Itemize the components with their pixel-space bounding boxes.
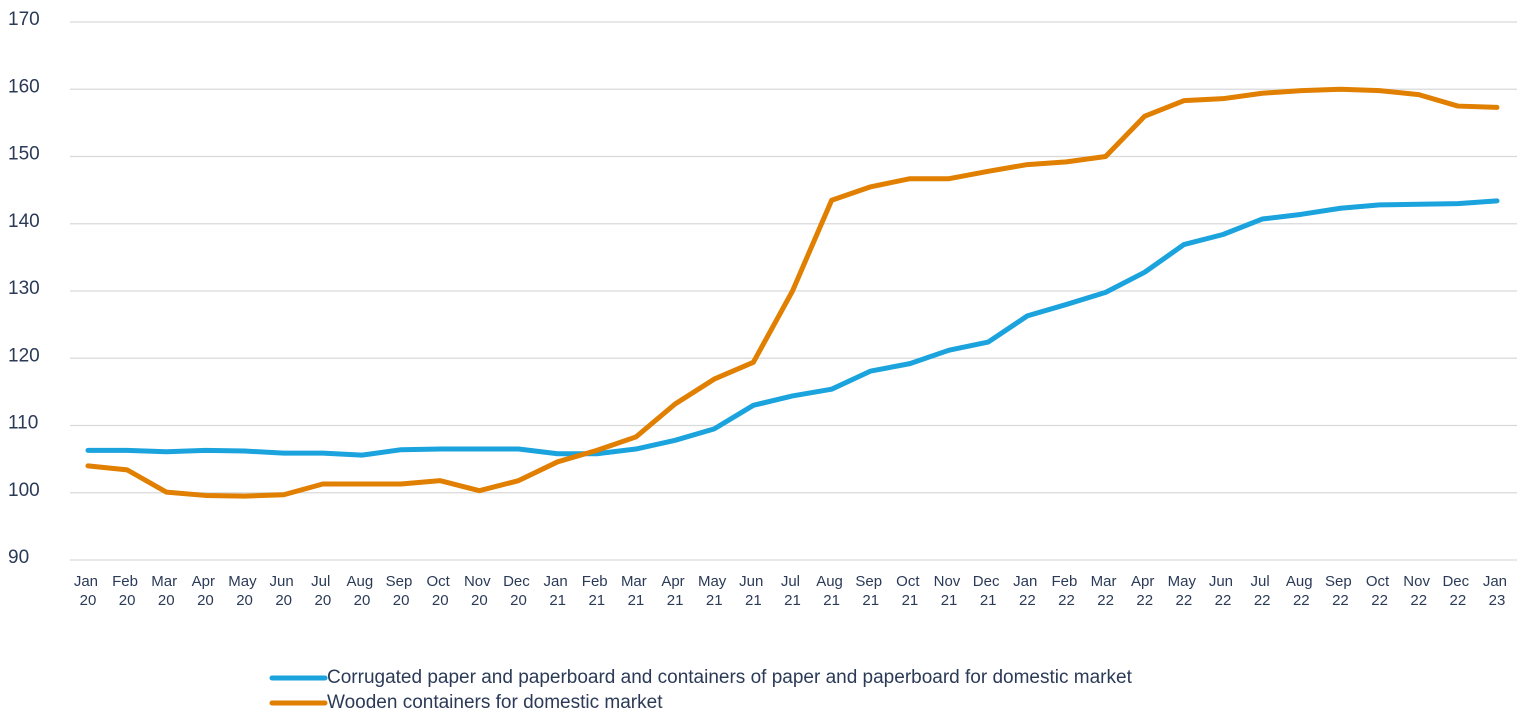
x-tick-label: Jun 20 <box>270 573 298 609</box>
y-tick-label: 140 <box>8 211 40 232</box>
x-tick-label: Dec 22 <box>1442 573 1473 609</box>
x-tick-label: Jun 22 <box>1209 573 1237 609</box>
x-tick-label: Aug 21 <box>816 573 847 609</box>
legend-label: Wooden containers for domestic market <box>327 692 663 713</box>
y-tick-label: 130 <box>8 278 40 299</box>
y-tick-label: 100 <box>8 480 40 501</box>
x-tick-label: Jan 22 <box>1013 573 1041 609</box>
x-tick-label: Nov 20 <box>464 573 495 609</box>
x-tick-label: Feb 21 <box>582 573 612 609</box>
x-tick-label: Apr 22 <box>1131 573 1159 609</box>
x-tick-label: Jun 21 <box>739 573 767 609</box>
x-tick-label: Nov 22 <box>1403 573 1434 609</box>
x-tick-label: Jul 20 <box>311 573 334 609</box>
x-tick-label: Mar 21 <box>621 573 651 609</box>
x-tick-label: Mar 22 <box>1091 573 1121 609</box>
y-tick-label: 160 <box>8 76 40 97</box>
x-tick-label: Jan 20 <box>74 573 102 609</box>
x-tick-label: Jul 22 <box>1250 573 1273 609</box>
x-tick-label: Sep 22 <box>1325 573 1356 609</box>
x-tick-label: Aug 20 <box>347 573 378 609</box>
x-tick-label: Feb 22 <box>1051 573 1081 609</box>
x-tick-label: Oct 21 <box>896 573 924 609</box>
x-tick-label: Dec 21 <box>973 573 1004 609</box>
y-tick-label: 120 <box>8 345 40 366</box>
y-tick-label: 90 <box>8 547 29 568</box>
x-tick-label: Jan 21 <box>543 573 571 609</box>
legend-label: Corrugated paper and paperboard and cont… <box>327 667 1133 688</box>
x-tick-label: Oct 22 <box>1366 573 1394 609</box>
series-line <box>85 86 1500 499</box>
x-tick-label: Apr 21 <box>661 573 689 609</box>
y-tick-label: 110 <box>8 413 38 434</box>
x-tick-label: Mar 20 <box>151 573 181 609</box>
x-tick-label: Oct 20 <box>426 573 454 609</box>
x-tick-label: Jul 21 <box>781 573 804 609</box>
x-tick-label: May 21 <box>698 573 731 609</box>
x-tick-label: Apr 20 <box>192 573 220 609</box>
x-tick-label: Aug 22 <box>1286 573 1317 609</box>
x-tick-label: Jan 23 <box>1483 573 1511 609</box>
x-tick-label: May 20 <box>228 573 261 609</box>
series-line <box>85 198 1500 458</box>
x-tick-label: Nov 21 <box>934 573 965 609</box>
x-tick-label: Sep 21 <box>855 573 886 609</box>
x-tick-label: Feb 20 <box>112 573 142 609</box>
x-tick-label: May 22 <box>1168 573 1201 609</box>
y-tick-label: 170 <box>8 9 40 30</box>
y-tick-label: 150 <box>8 144 40 165</box>
x-tick-label: Dec 20 <box>503 573 534 609</box>
x-tick-label: Sep 20 <box>386 573 417 609</box>
